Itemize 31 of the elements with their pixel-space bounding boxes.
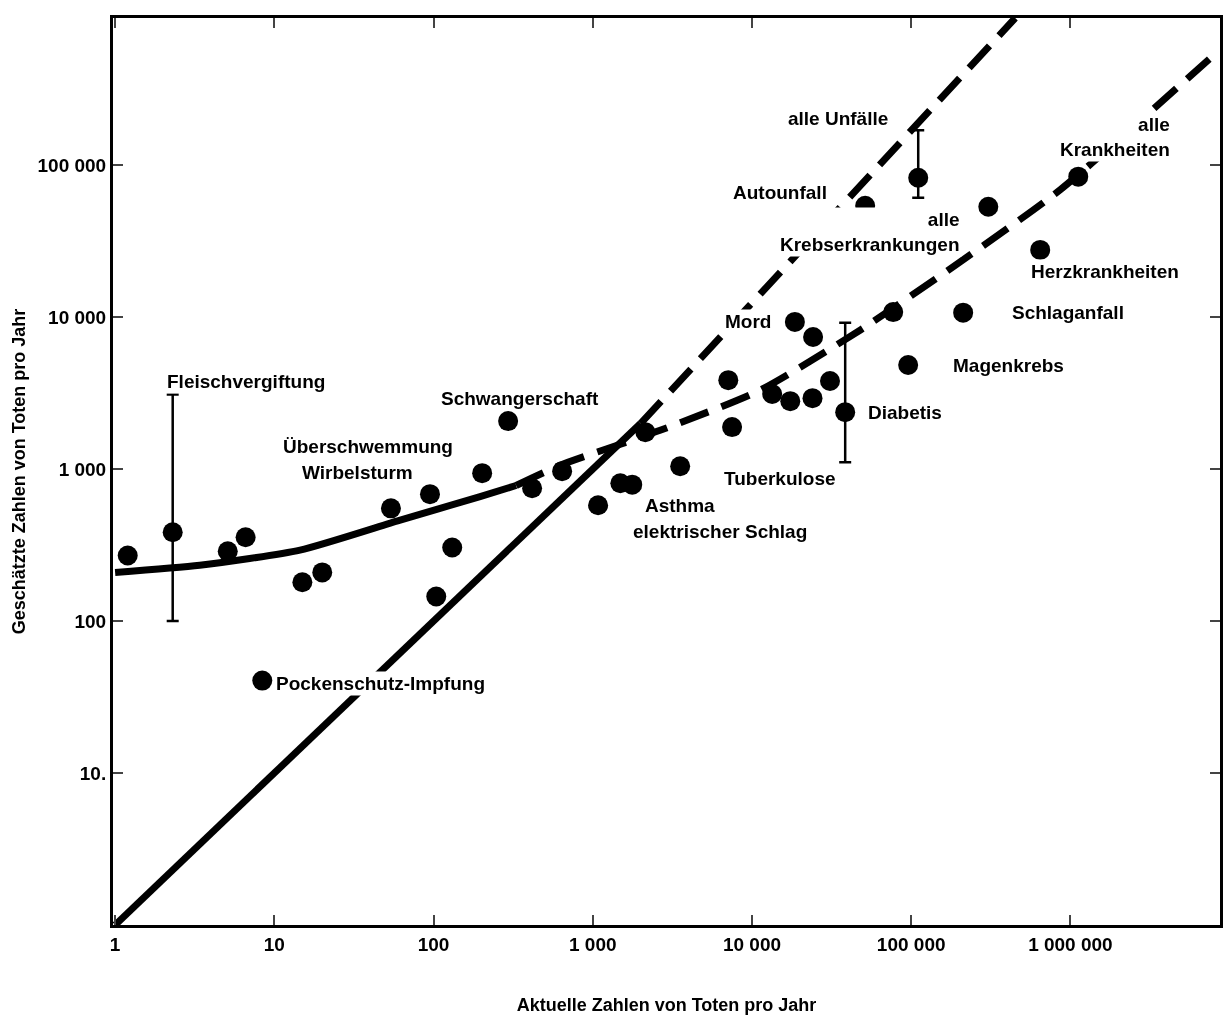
annotation: Autounfall xyxy=(733,182,827,203)
y-tick-label: 10 000 xyxy=(48,306,107,328)
y-tick-label: 1 000 xyxy=(58,458,107,480)
x-tick-label: 1 000 xyxy=(568,933,617,955)
annotation: Asthma xyxy=(645,495,716,516)
x-tick-label: 1 000 000 xyxy=(1028,933,1113,955)
annotation: Schwangerschaft xyxy=(441,388,599,409)
annotation: Schlaganfall xyxy=(1012,302,1124,323)
y-tick-label: 100 000 xyxy=(37,154,107,176)
y-tick-label: 100 xyxy=(74,610,107,632)
x-tick-label: 1 xyxy=(109,933,121,955)
annotation: Fleischvergiftung xyxy=(167,371,326,392)
annotation: alle Krebserkrankungen xyxy=(780,209,960,255)
annotation: alle Krankheiten xyxy=(1060,114,1170,160)
annotation: Mord xyxy=(725,311,772,332)
x-tick-label: 10 000 xyxy=(722,933,782,955)
annotation: Überschwemmung xyxy=(283,436,453,457)
y-axis-title: Geschätzte Zahlen von Toten pro Jahr xyxy=(8,308,29,635)
annotation: Diabetis xyxy=(868,402,942,423)
x-tick-label: 10 xyxy=(263,933,285,955)
annotation: alle Unfälle xyxy=(788,108,889,129)
y-tick-label: 10. xyxy=(79,762,107,784)
annotation: Herzkrankheiten xyxy=(1031,261,1179,282)
annotation: elektrischer Schlag xyxy=(633,521,808,542)
x-tick-label: 100 xyxy=(417,933,450,955)
annotation: Wirbelsturm xyxy=(302,462,413,483)
annotation: Tuberkulose xyxy=(724,468,836,489)
x-tick-label: 100 000 xyxy=(876,933,946,955)
x-axis-title: Aktuelle Zahlen von Toten pro Jahr xyxy=(516,994,817,1015)
annotation: Pockenschutz-Impfung xyxy=(276,673,486,694)
annotation: Magenkrebs xyxy=(953,355,1064,376)
